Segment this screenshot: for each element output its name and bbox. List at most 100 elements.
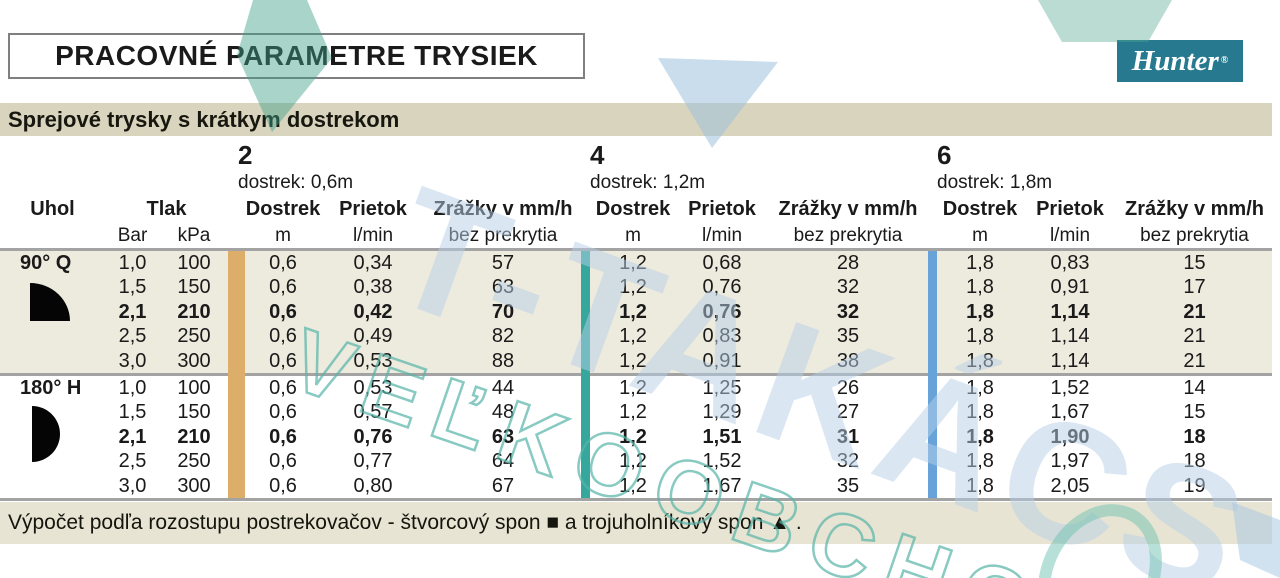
cell-prietok: 0,76 [702,300,742,323]
cell-zrazky: 67 [491,474,515,497]
cell-prietok: 1,14 [1050,300,1090,323]
cell-bar: 2,5 [118,325,147,348]
col-header-zrazky: Zrážky v mm/h [778,198,918,220]
half-circle-icon [32,406,60,463]
cell-zrazky: 18 [1183,450,1206,473]
cell-dostrek: 1,2 [619,401,647,424]
cell-dostrek: 0,6 [269,252,297,274]
cell-zrazky: 21 [1183,300,1206,323]
cell-dostrek: 1,8 [966,276,994,299]
cell-prietok: 1,90 [1050,425,1090,448]
cell-prietok: 1,67 [702,474,742,497]
cell-prietok: 0,68 [702,252,742,274]
cell-zrazky: 70 [491,300,515,323]
angle-label: 180° H [20,376,82,399]
cell-dostrek: 1,2 [619,252,647,274]
cell-prietok: 0,80 [353,474,393,497]
cell-dostrek: 0,6 [269,349,297,372]
cell-prietok: 1,67 [1050,401,1090,424]
col-header-uhol: Uhol [30,198,75,220]
col-unit-lmin: l/min [1049,225,1091,246]
col-header-dostrek: Dostrek [245,198,321,220]
col-header-dostrek: Dostrek [942,198,1018,220]
cell-zrazky: 88 [491,349,515,372]
quarter-circle-icon [30,283,70,322]
cell-zrazky: 48 [491,401,515,424]
cell-prietok: 0,83 [702,325,742,348]
col-unit-kpa: kPa [177,225,211,246]
group-number: 4 [590,140,605,170]
cell-dostrek: 0,6 [269,376,297,399]
cell-dostrek: 0,6 [269,276,297,299]
table-body: 90° Q 1,0 100 0,6 0,34 57 1,2 0,68 28 1,8 0,83 15 1,… [0,251,1272,501]
col-unit-bez-prekrytia: bez prekrytia [793,225,903,246]
cell-zrazky: 19 [1183,474,1206,497]
col-header-prietok: Prietok [688,198,756,220]
cell-zrazky: 18 [1183,425,1206,448]
cell-zrazky: 14 [1183,376,1206,399]
page-title-text: PRACOVNÉ PARAMETRE TRYSIEK [55,40,538,71]
cell-dostrek: 1,8 [966,376,994,399]
parameters-table: 2 dostrek: 0,6m 4 dostrek: 1,2m 6 dostrek: 1,… [0,140,1280,502]
cell-dostrek: 1,8 [966,474,994,497]
cell-prietok: 0,76 [353,425,393,448]
group-dostrek-label: dostrek: 1,2m [590,172,706,193]
footer-note-text: Výpočet podľa rozostupu postrekovačov - … [8,511,802,534]
group-separator-line [0,372,1272,376]
section-header-text: Sprejové trysky s krátkym dostrekom [8,106,400,132]
cell-prietok: 1,97 [1050,450,1090,473]
cell-dostrek: 1,8 [966,425,994,448]
col-header-prietok: Prietok [1036,198,1104,220]
row-group-2: 180° H 1,0 100 0,6 0,53 44 1,2 1,25 26 1,8 1,52 14 1… [0,375,1272,498]
cell-zrazky: 27 [836,401,860,424]
cell-kpa: 100 [177,376,211,399]
cell-dostrek: 1,2 [619,474,647,497]
cell-prietok: 0,77 [353,450,393,473]
cell-prietok: 1,25 [702,376,742,399]
cell-dostrek: 1,8 [966,349,994,372]
cell-dostrek: 1,2 [619,450,647,473]
group-header-4: 4 dostrek: 1,2m [590,140,705,195]
cell-kpa: 300 [177,349,211,372]
cell-zrazky: 38 [836,349,860,372]
cell-prietok: 1,52 [1050,376,1090,399]
cell-bar: 1,5 [118,401,147,424]
cell-kpa: 250 [177,325,211,348]
col-unit-lmin: l/min [701,225,743,246]
orange-divider-bar [228,251,245,498]
group-number: 2 [238,140,253,170]
cell-prietok: 1,14 [1050,325,1090,348]
cell-dostrek: 1,2 [619,325,647,348]
cell-kpa: 100 [177,252,211,274]
cell-kpa: 150 [177,401,211,424]
cell-dostrek: 1,2 [619,349,647,372]
cell-prietok: 0,57 [353,401,393,424]
cell-prietok: 2,05 [1050,474,1090,497]
cell-dostrek: 1,2 [619,376,647,399]
cell-bar: 3,0 [118,349,147,372]
row-group-1: 90° Q 1,0 100 0,6 0,34 57 1,2 0,68 28 1,8 0,83 15 1,… [0,251,1272,373]
teal-divider-bar [581,251,590,498]
cell-dostrek: 1,2 [619,276,647,299]
cell-prietok: 1,51 [702,425,742,448]
cell-zrazky: 64 [491,450,515,473]
cell-kpa: 300 [177,474,211,497]
cell-zrazky: 57 [491,252,515,274]
cell-dostrek: 0,6 [269,450,297,473]
hunter-logo: Hunter ® [1117,40,1243,82]
col-header-dostrek: Dostrek [595,198,671,220]
cell-zrazky: 32 [836,276,860,299]
cell-zrazky: 32 [836,300,860,323]
cell-zrazky: 31 [836,425,860,448]
cell-prietok: 0,53 [353,349,393,372]
col-unit-bez-prekrytia: bez prekrytia [448,225,558,246]
angle-label: 90° Q [20,252,72,274]
cell-bar: 3,0 [118,474,147,497]
cell-prietok: 0,76 [702,276,742,299]
table-bottom-line [0,497,1272,501]
cell-prietok: 0,49 [353,325,393,348]
cell-zrazky: 82 [491,325,515,348]
cell-bar: 1,0 [118,252,147,274]
cell-zrazky: 26 [836,376,860,399]
cell-dostrek: 0,6 [269,425,297,448]
